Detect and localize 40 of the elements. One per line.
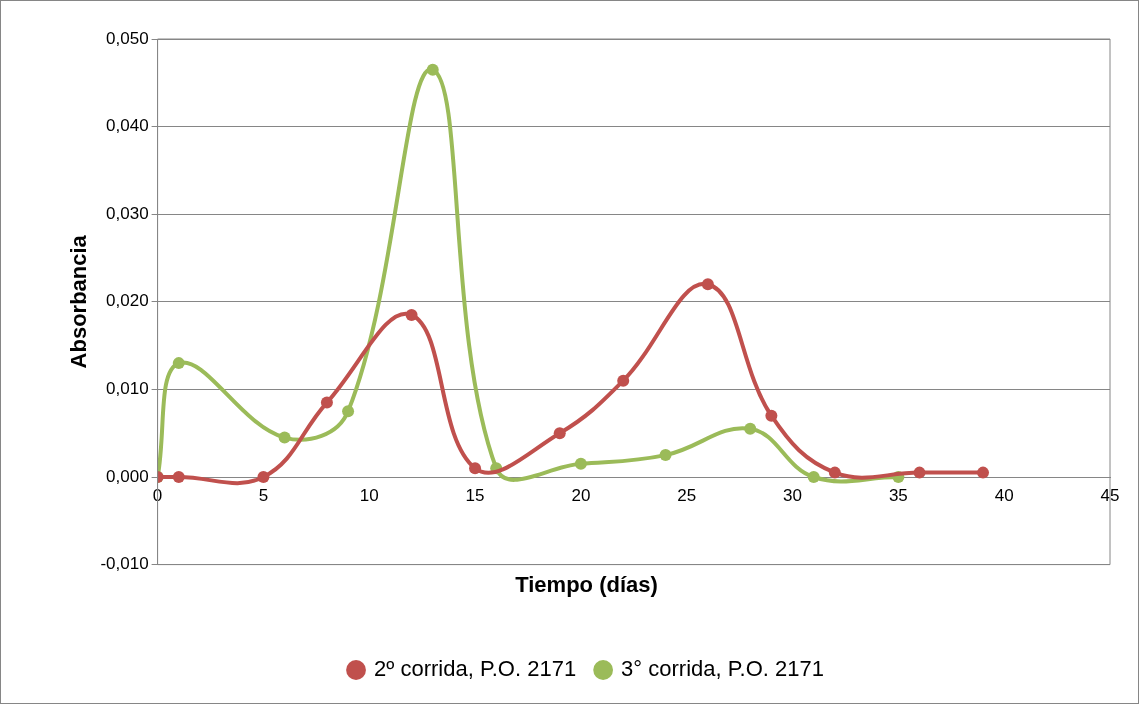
point — [617, 374, 630, 387]
y-tick-label: 0,010 — [106, 379, 149, 399]
point — [257, 471, 270, 483]
y-axis-title: Absorbancia — [66, 234, 92, 369]
x-tick-label: 25 — [677, 485, 697, 505]
point — [469, 462, 482, 475]
point — [574, 457, 587, 470]
y-tick-label: 0,000 — [106, 466, 149, 486]
legend-label: 3° corrida, P.O. 2171 — [621, 656, 824, 682]
x-tick-label: 40 — [994, 485, 1014, 505]
point — [913, 466, 926, 479]
legend-label: 2º corrida, P.O. 2171 — [374, 656, 577, 682]
point — [172, 357, 185, 370]
x-tick-label: 35 — [888, 485, 908, 505]
point — [172, 471, 185, 483]
x-tick-label: 20 — [571, 485, 591, 505]
y-tick-label: 0,050 — [106, 28, 149, 48]
point — [659, 449, 672, 462]
point — [320, 396, 333, 409]
point — [426, 63, 439, 76]
y-tick-label: 0,040 — [106, 116, 149, 136]
point — [977, 466, 990, 479]
y-tick-label: 0,030 — [106, 203, 149, 223]
x-tick-label: 10 — [359, 485, 379, 505]
y-tick-label: -0,010 — [100, 554, 149, 574]
point — [744, 422, 757, 435]
point — [405, 308, 418, 321]
x-axis-title: Tiempo (días) — [515, 571, 658, 597]
point — [342, 405, 355, 418]
x-tick-label: 5 — [258, 485, 269, 505]
x-tick-label: 15 — [465, 485, 485, 505]
y-tick-label: 0,020 — [106, 291, 149, 311]
point — [278, 431, 291, 444]
x-tick-label: 30 — [783, 485, 802, 505]
point — [701, 278, 714, 291]
point — [828, 466, 841, 479]
x-tick-label: 45 — [1100, 485, 1120, 505]
point — [553, 427, 566, 440]
point — [807, 471, 820, 483]
point — [765, 409, 778, 422]
